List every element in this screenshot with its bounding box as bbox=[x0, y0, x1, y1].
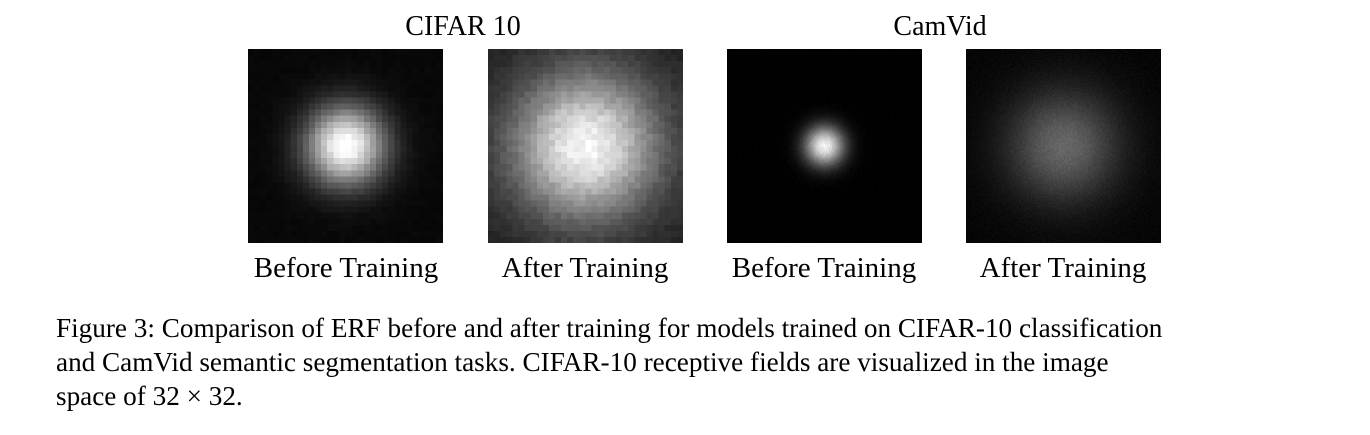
erf-image-cifar10-after bbox=[488, 49, 683, 243]
figure-caption: Figure 3: Comparison of ERF before and a… bbox=[56, 311, 1346, 413]
erf-image-camvid-before bbox=[727, 49, 922, 243]
group-title-camvid: CamVid bbox=[893, 11, 987, 42]
label-cifar10-before: Before Training bbox=[253, 252, 439, 284]
erf-image-cifar10-before bbox=[248, 49, 443, 243]
group-title-cifar10: CIFAR 10 bbox=[405, 11, 521, 42]
caption-line-3: space of 32 × 32. bbox=[56, 381, 243, 411]
caption-line-2: and CamVid semantic segmentation tasks. … bbox=[56, 347, 1109, 377]
label-cifar10-after: After Training bbox=[501, 252, 669, 284]
label-camvid-after: After Training bbox=[979, 252, 1147, 284]
erf-image-camvid-after bbox=[966, 49, 1161, 243]
label-camvid-before: Before Training bbox=[731, 252, 917, 284]
caption-line-1: Figure 3: Comparison of ERF before and a… bbox=[56, 313, 1163, 343]
